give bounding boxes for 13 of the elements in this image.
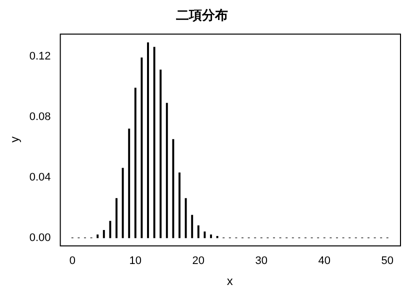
y-tick-label: 0.00: [29, 232, 51, 244]
y-tick-label: 0.12: [29, 50, 51, 62]
x-axis-title: x: [226, 274, 233, 288]
x-tick-label: 20: [192, 255, 205, 268]
y-tick-label: 0.04: [29, 171, 51, 184]
x-tick-label: 10: [129, 255, 142, 268]
chart-title: 二項分布: [176, 7, 228, 22]
y-axis-title: y: [8, 136, 22, 142]
x-tick-label: 40: [318, 255, 331, 268]
x-tick-label: 0: [69, 255, 76, 268]
x-tick-label: 50: [381, 255, 394, 268]
x-tick-label: 30: [255, 255, 268, 268]
y-tick-label: 0.08: [29, 110, 51, 123]
